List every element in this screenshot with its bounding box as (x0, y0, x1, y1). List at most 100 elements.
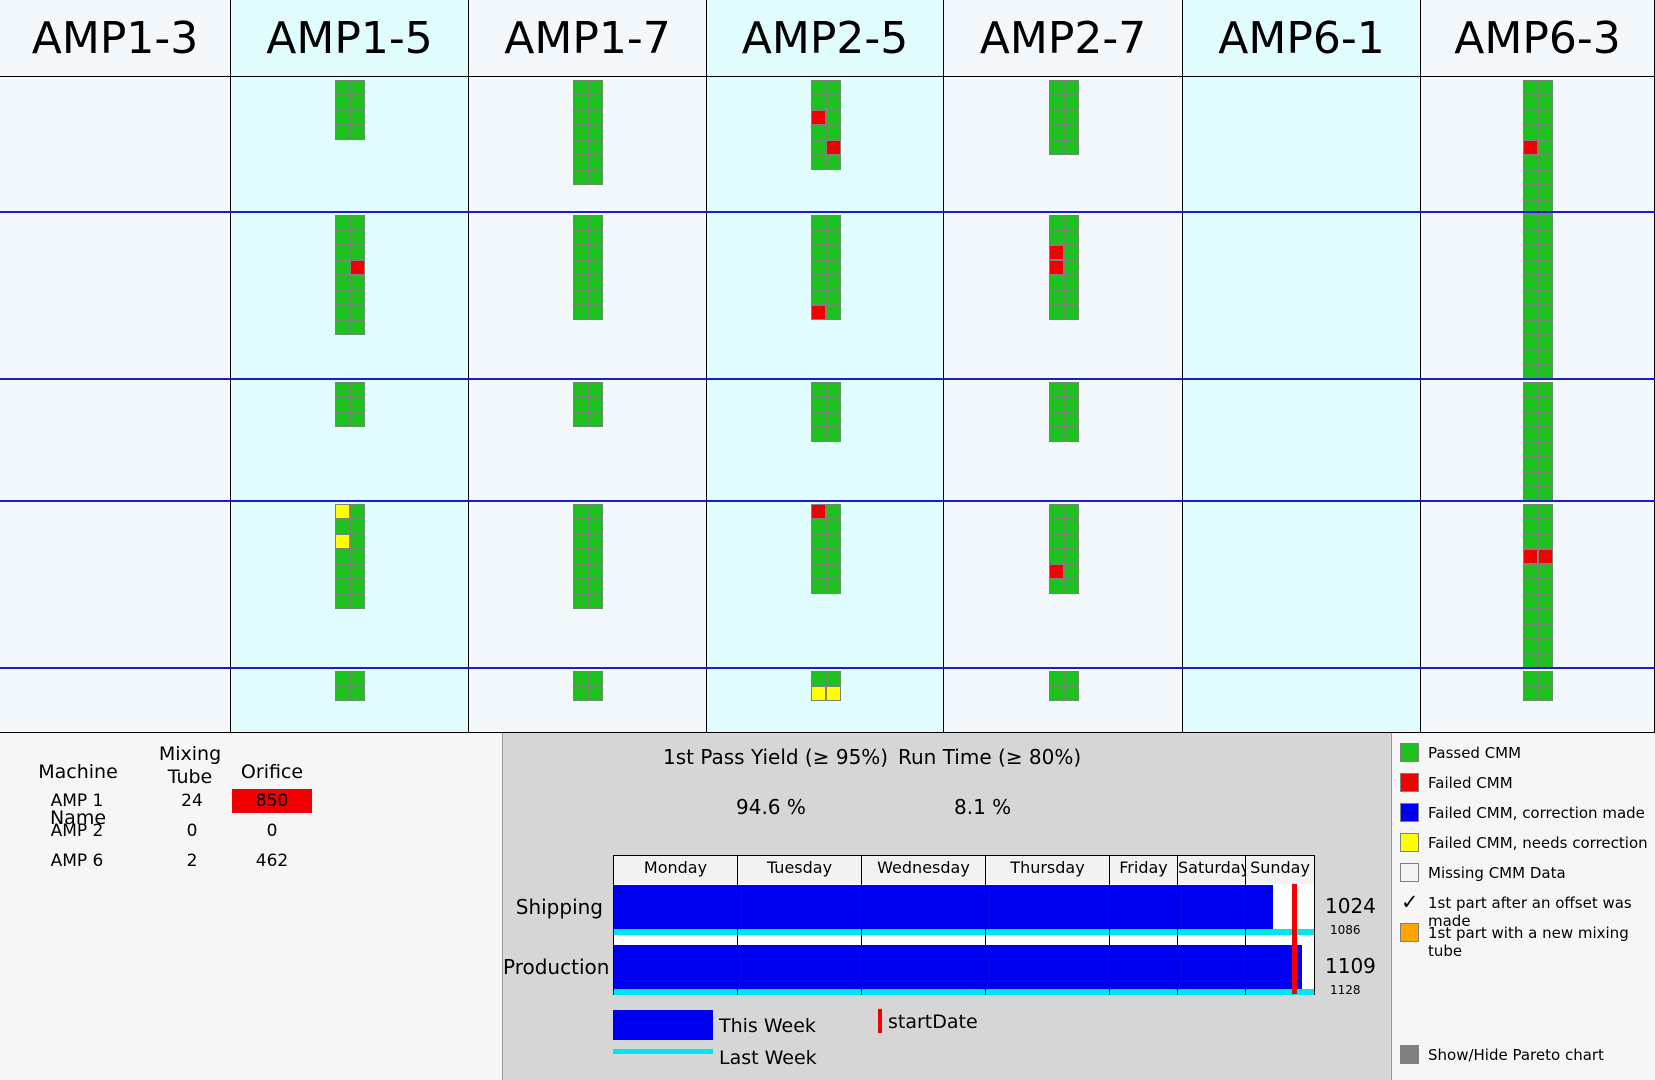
cmm-part-cell[interactable] (810, 686, 826, 701)
cmm-part-cell[interactable] (335, 215, 350, 230)
cmm-part-cell[interactable] (1523, 350, 1538, 365)
cmm-part-cell[interactable] (335, 80, 350, 95)
cmm-part-cell[interactable] (335, 564, 350, 579)
cmm-part-cell[interactable] (335, 412, 350, 427)
cmm-part-cell[interactable] (573, 125, 588, 140)
cmm-part-cell[interactable] (1063, 110, 1079, 125)
cmm-part-cell[interactable] (825, 215, 841, 230)
cmm-part-cell[interactable] (1538, 397, 1553, 412)
cmm-part-cell[interactable] (1538, 185, 1553, 200)
cmm-part-cell[interactable] (573, 504, 588, 519)
cmm-part-cell[interactable] (588, 275, 603, 290)
cmm-part-cell[interactable] (1538, 155, 1553, 170)
cmm-part-cell[interactable] (810, 564, 826, 579)
cmm-part-cell[interactable] (810, 549, 826, 564)
cmm-part-cell[interactable] (810, 579, 826, 594)
cmm-part-cell[interactable] (810, 110, 826, 125)
cmm-part-cell[interactable] (588, 125, 603, 140)
cmm-part-cell[interactable] (1538, 170, 1553, 185)
cmm-part-cell[interactable] (1523, 427, 1538, 442)
cmm-part-cell[interactable] (1523, 290, 1538, 305)
cmm-part-cell[interactable] (1048, 519, 1064, 534)
cmm-part-cell[interactable] (1538, 671, 1553, 686)
cmm-part-cell[interactable] (1048, 95, 1064, 110)
cmm-part-cell[interactable] (1538, 290, 1553, 305)
cmm-part-cell[interactable] (588, 95, 603, 110)
cmm-part-cell[interactable] (1538, 442, 1553, 457)
cmm-part-cell[interactable] (825, 427, 841, 442)
cmm-part-cell[interactable] (1538, 504, 1553, 519)
cmm-part-cell[interactable] (1523, 110, 1538, 125)
cmm-part-cell[interactable] (1048, 579, 1064, 594)
cmm-part-cell[interactable] (1538, 230, 1553, 245)
cmm-part-cell[interactable] (573, 382, 588, 397)
cmm-part-cell[interactable] (588, 305, 603, 320)
cmm-part-cell[interactable] (588, 549, 603, 564)
cmm-part-cell[interactable] (1538, 110, 1553, 125)
cmm-part-cell[interactable] (350, 110, 365, 125)
cmm-part-cell[interactable] (588, 245, 603, 260)
cmm-part-cell[interactable] (1523, 320, 1538, 335)
cmm-part-cell[interactable] (1048, 412, 1064, 427)
cmm-part-cell[interactable] (573, 155, 588, 170)
cmm-part-cell[interactable] (588, 110, 603, 125)
cmm-part-cell[interactable] (335, 305, 350, 320)
cmm-part-cell[interactable] (350, 260, 365, 275)
cmm-part-cell[interactable] (573, 594, 588, 609)
cmm-part-cell[interactable] (1048, 245, 1064, 260)
cmm-part-cell[interactable] (588, 504, 603, 519)
cmm-part-cell[interactable] (810, 305, 826, 320)
cmm-part-cell[interactable] (1538, 472, 1553, 487)
cmm-part-cell[interactable] (1523, 609, 1538, 624)
cmm-part-cell[interactable] (1523, 170, 1538, 185)
cmm-part-cell[interactable] (1538, 457, 1553, 472)
cmm-part-cell[interactable] (1523, 671, 1538, 686)
cmm-part-cell[interactable] (350, 305, 365, 320)
cmm-part-cell[interactable] (825, 155, 841, 170)
cmm-part-cell[interactable] (588, 80, 603, 95)
cmm-part-cell[interactable] (1063, 504, 1079, 519)
cmm-part-cell[interactable] (1048, 305, 1064, 320)
cmm-part-cell[interactable] (1063, 412, 1079, 427)
cmm-part-cell[interactable] (1523, 594, 1538, 609)
cmm-part-cell[interactable] (1538, 564, 1553, 579)
cmm-part-cell[interactable] (1048, 110, 1064, 125)
cmm-part-cell[interactable] (825, 290, 841, 305)
cmm-part-cell[interactable] (825, 140, 841, 155)
cmm-part-cell[interactable] (335, 230, 350, 245)
pareto-toggle-label[interactable]: Show/Hide Pareto chart (1428, 1046, 1604, 1064)
cmm-part-cell[interactable] (1063, 397, 1079, 412)
cmm-part-cell[interactable] (1063, 125, 1079, 140)
cmm-part-cell[interactable] (1538, 275, 1553, 290)
cmm-part-cell[interactable] (588, 579, 603, 594)
cmm-part-cell[interactable] (1538, 609, 1553, 624)
cmm-part-cell[interactable] (350, 382, 365, 397)
cmm-part-cell[interactable] (588, 564, 603, 579)
cmm-part-cell[interactable] (1538, 125, 1553, 140)
cmm-part-cell[interactable] (573, 290, 588, 305)
cmm-part-cell[interactable] (350, 519, 365, 534)
cmm-part-cell[interactable] (335, 549, 350, 564)
cmm-part-cell[interactable] (1538, 320, 1553, 335)
cmm-part-cell[interactable] (810, 95, 826, 110)
cmm-part-cell[interactable] (350, 95, 365, 110)
cmm-part-cell[interactable] (573, 564, 588, 579)
cmm-part-cell[interactable] (573, 671, 588, 686)
cmm-part-cell[interactable] (1523, 155, 1538, 170)
cmm-part-cell[interactable] (1523, 412, 1538, 427)
cmm-part-cell[interactable] (573, 80, 588, 95)
cmm-part-cell[interactable] (1538, 350, 1553, 365)
cmm-part-cell[interactable] (810, 534, 826, 549)
cmm-part-cell[interactable] (1063, 564, 1079, 579)
cmm-part-cell[interactable] (1538, 140, 1553, 155)
cmm-part-cell[interactable] (573, 260, 588, 275)
cmm-part-cell[interactable] (1063, 95, 1079, 110)
cmm-part-cell[interactable] (1063, 534, 1079, 549)
cmm-part-cell[interactable] (1048, 275, 1064, 290)
cmm-part-cell[interactable] (1063, 519, 1079, 534)
cmm-part-cell[interactable] (1538, 245, 1553, 260)
cmm-part-cell[interactable] (1523, 230, 1538, 245)
cmm-part-cell[interactable] (335, 504, 350, 519)
cmm-part-cell[interactable] (573, 215, 588, 230)
cmm-part-cell[interactable] (588, 671, 603, 686)
